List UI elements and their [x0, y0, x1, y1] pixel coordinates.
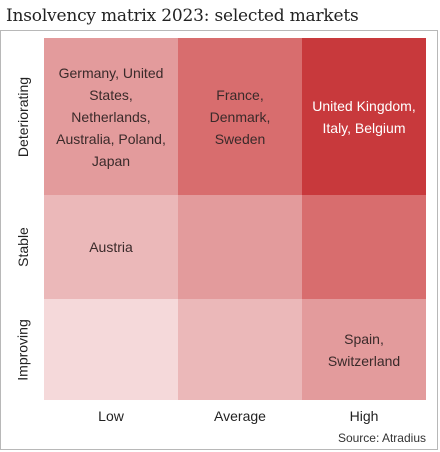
heatmap-cell-deteriorating-low: Germany, United States, Netherlands, Aus… [44, 38, 178, 195]
chart-title: Insolvency matrix 2023: selected markets [6, 6, 359, 26]
x-tick-label-low: Low [98, 408, 124, 424]
heatmap-cell-stable-high [302, 195, 426, 299]
x-tick-label-high: High [349, 408, 379, 424]
heatmap-cell-stable-low: Austria [44, 195, 178, 299]
source-note: Source: Atradius [337, 431, 426, 445]
y-label-stable: Stable [8, 195, 38, 299]
heatmap-cell-improving-low [44, 299, 178, 400]
y-label-improving: Improving [8, 299, 38, 400]
chart-frame [0, 30, 438, 450]
y-tick-label: Stable [15, 227, 32, 267]
x-tick-label-average: Average [214, 408, 266, 424]
y-tick-label: Improving [15, 318, 31, 381]
y-tick-label: Deteriorating [15, 76, 31, 157]
heatmap-grid: Germany, United States, Netherlands, Aus… [44, 38, 426, 400]
heatmap-cell-deteriorating-average: France, Denmark, Sweden [178, 38, 302, 195]
heatmap-cell-stable-average [178, 195, 302, 299]
heatmap-cell-deteriorating-high: United Kingdom, Italy, Belgium [302, 38, 426, 195]
y-label-deteriorating: Deteriorating [8, 38, 38, 195]
heatmap-cell-improving-high: Spain, Switzerland [302, 299, 426, 400]
heatmap-cell-improving-average [178, 299, 302, 400]
